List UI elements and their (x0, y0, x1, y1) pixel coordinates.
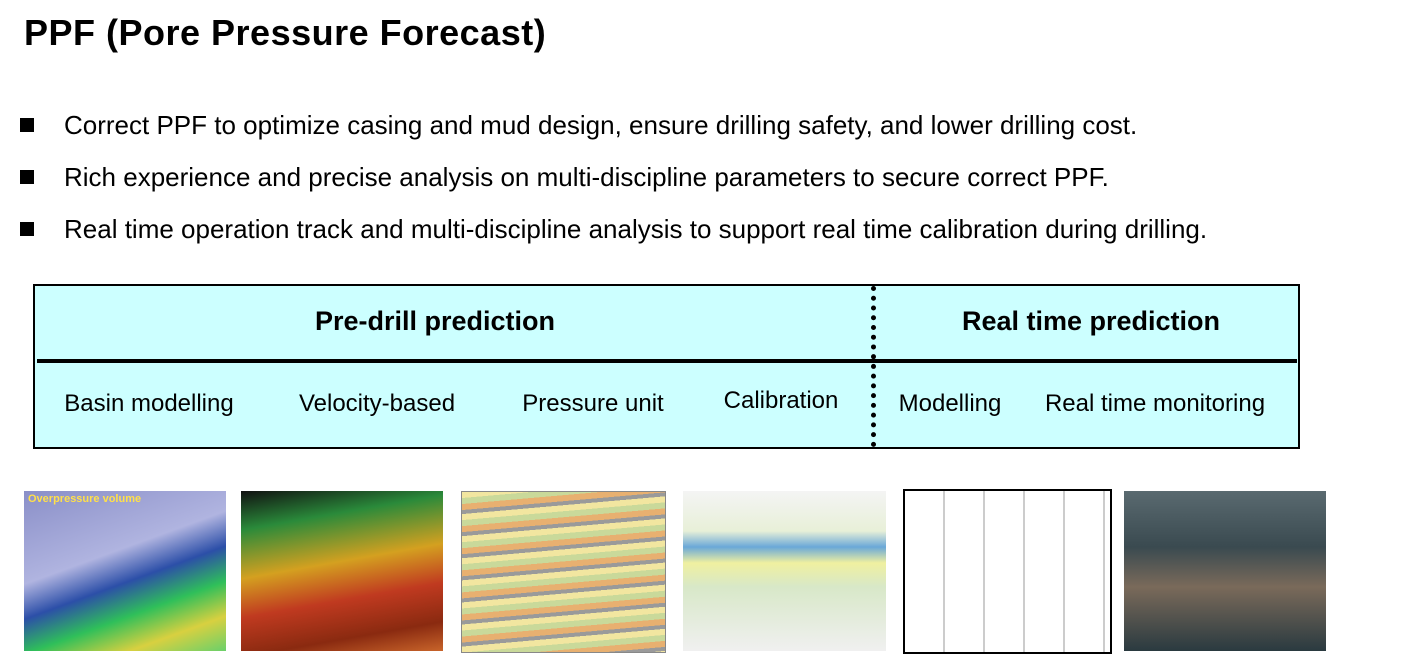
header: Real time prediction (961, 306, 1221, 336)
item: Calibration (723, 387, 839, 414)
image-monitoring (1124, 491, 1326, 651)
image-modelling (903, 489, 1112, 654)
bullet: Real time operation track and multi-disc… (20, 214, 1207, 245)
item: Real time monitoring (1044, 390, 1266, 417)
image-calibration (683, 491, 886, 651)
item: Velocity-based (298, 390, 456, 417)
item: Modelling (898, 390, 1002, 417)
bullet-text: Real time operation track and multi-disc… (64, 214, 1208, 244)
bullet-text: Rich experience and precise analysis on … (64, 162, 1109, 192)
title: PPF (Pore Pressure Forecast) (24, 12, 547, 53)
image-overpressure: Overpressure volume (24, 491, 226, 651)
bullet: Rich experience and precise analysis on … (20, 162, 1109, 193)
header: Pre-drill prediction (314, 306, 556, 336)
item: Pressure unit (522, 390, 664, 417)
divider (37, 359, 1297, 363)
bullet-text: Correct PPF to optimize casing and mud d… (64, 110, 1138, 140)
image-pressure-unit (461, 491, 666, 653)
image-label: Overpressure volume (28, 493, 142, 505)
image-velocity (241, 491, 443, 651)
bullet: Correct PPF to optimize casing and mud d… (20, 110, 1137, 141)
item: Basin modelling (64, 390, 234, 417)
dotted-divider (871, 286, 876, 447)
workflow-table (33, 284, 1300, 449)
